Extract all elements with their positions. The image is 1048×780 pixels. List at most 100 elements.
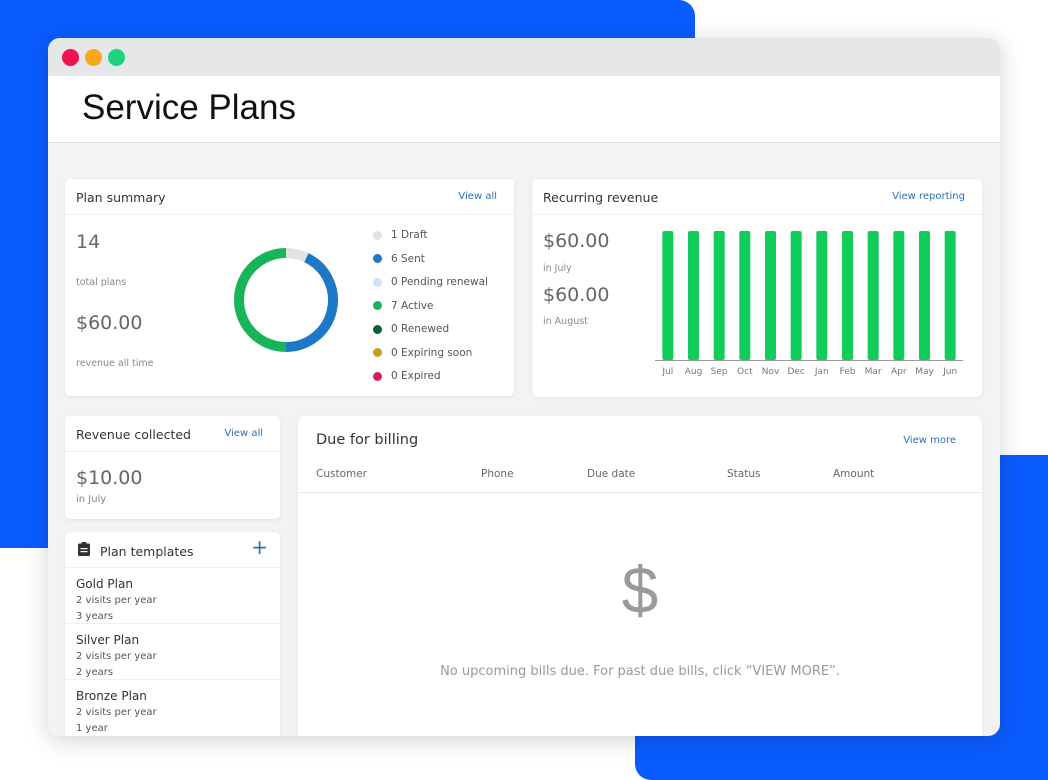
x-tick-label: Apr: [891, 367, 907, 377]
view-all-link[interactable]: View all: [458, 191, 497, 202]
bar-mar: [867, 231, 879, 360]
revenue-collected-value: $10.00: [76, 467, 143, 489]
table-header-divider: [298, 492, 982, 493]
legend-label: 0 Renewed: [391, 323, 450, 335]
legend-swatch: [373, 324, 382, 334]
bar-sep: [713, 231, 725, 360]
plan-summary-card: Plan summary View all 14 total plans $60…: [65, 179, 514, 396]
template-item-gold[interactable]: Gold Plan 2 visits per year 3 years: [65, 567, 280, 623]
x-tick-label: Jul: [661, 367, 673, 377]
legend-swatch: [373, 348, 382, 357]
template-duration: 2 years: [76, 667, 114, 678]
bar-apr: [893, 231, 905, 360]
legend-item: 7 Active: [373, 300, 434, 312]
maximize-dot[interactable]: [108, 49, 125, 66]
legend-label: 0 Pending renewal: [391, 276, 488, 288]
template-item-silver[interactable]: Silver Plan 2 visits per year 2 years: [65, 623, 280, 679]
template-visits: 2 visits per year: [76, 707, 157, 718]
empty-state-message: No upcoming bills due. For past due bill…: [440, 664, 840, 679]
close-dot[interactable]: [62, 49, 79, 66]
column-header-due-date[interactable]: Due date: [587, 468, 636, 480]
view-all-link[interactable]: View all: [224, 428, 263, 439]
revenue-august-value: $60.00: [543, 284, 610, 306]
view-more-link[interactable]: View more: [903, 435, 956, 446]
revenue-july-label: in July: [543, 263, 572, 274]
bar-oct: [739, 231, 751, 360]
template-item-bronze[interactable]: Bronze Plan 2 visits per year 1 year: [65, 679, 280, 735]
legend-item: 0 Expired: [373, 370, 441, 382]
total-plans-label: total plans: [76, 277, 127, 288]
template-name: Bronze Plan: [76, 689, 147, 703]
bar-aug: [688, 231, 699, 360]
legend-item: 0 Renewed: [373, 323, 449, 335]
revenue-all-time-value: $60.00: [76, 312, 143, 334]
title-bar: [48, 38, 1000, 76]
card-title: Recurring revenue: [543, 190, 659, 205]
template-visits: 2 visits per year: [76, 595, 157, 606]
x-tick-label: Aug: [685, 367, 703, 377]
legend-swatch: [373, 277, 382, 287]
template-duration: 1 year: [76, 723, 108, 734]
bar-jul: [662, 231, 674, 360]
legend-label: 0 Expiring soon: [391, 346, 473, 359]
x-tick-label: Feb: [840, 367, 856, 377]
x-tick-label: Mar: [865, 367, 882, 377]
x-tick-label: May: [915, 367, 934, 377]
x-tick-label: Jan: [814, 367, 829, 377]
x-tick-label: Sep: [711, 367, 728, 377]
revenue-collected-card: Revenue collected View all $10.00 in Jul…: [65, 416, 280, 519]
total-plans-value: 14: [76, 231, 101, 253]
page-header: Service Plans: [48, 76, 1000, 143]
donut-slice-sent: [285, 253, 338, 352]
add-template-button[interactable]: +: [251, 535, 268, 559]
column-header-status[interactable]: Status: [727, 468, 761, 480]
plan-templates-card: Plan templates + Gold Plan 2 visits per y…: [65, 532, 280, 736]
x-tick-label: Dec: [787, 367, 804, 377]
donut-slice-draft: [285, 248, 309, 263]
legend-item: 0 Pending renewal: [373, 276, 488, 288]
legend-item: 0 Expiring soon: [373, 347, 472, 359]
bar-dec: [790, 231, 802, 360]
x-tick-label: Nov: [762, 367, 780, 377]
bar-jun: [944, 231, 956, 360]
legend-swatch: [373, 254, 382, 263]
due-for-billing-card: Due for billing View more Customer Phone…: [298, 416, 982, 736]
revenue-all-time-label: revenue all time: [76, 358, 154, 369]
revenue-july-value: $60.00: [543, 230, 610, 252]
app-window: Service Plans Plan summary View all 14 t…: [48, 38, 1000, 736]
legend-label: 6 Sent: [391, 252, 425, 265]
column-header-amount[interactable]: Amount: [833, 468, 875, 480]
card-title: Plan templates: [100, 544, 194, 559]
donut-slice-active: [234, 248, 287, 352]
page-title: Service Plans: [82, 88, 296, 127]
dollar-icon: $: [621, 553, 659, 627]
plan-donut-chart: [234, 248, 338, 352]
legend-label: 1 Draft: [391, 229, 428, 241]
recurring-revenue-bar-chart: Jul Aug Sep Oct Nov Dec Jan Feb Mar Apr May Jun: [655, 231, 963, 377]
bar-jan: [816, 231, 828, 360]
card-title: Plan summary: [76, 190, 166, 205]
column-header-customer[interactable]: Customer: [316, 468, 368, 480]
revenue-collected-label: in July: [76, 494, 107, 505]
template-duration: 3 years: [76, 611, 114, 622]
bar-may: [919, 231, 930, 360]
column-header-phone[interactable]: Phone: [481, 468, 514, 480]
card-title: Due for billing: [316, 432, 419, 448]
bar-feb: [842, 231, 853, 360]
x-tick-label: Jun: [942, 367, 957, 377]
view-reporting-link[interactable]: View reporting: [892, 191, 965, 202]
legend-label: 0 Expired: [391, 370, 441, 382]
legend-swatch: [373, 230, 382, 240]
minimize-dot[interactable]: [85, 49, 102, 66]
legend-item: 6 Sent: [373, 253, 425, 265]
legend-swatch: [373, 371, 382, 381]
recurring-revenue-card: Recurring revenue View reporting $60.00 …: [532, 179, 982, 397]
template-name: Silver Plan: [76, 633, 140, 647]
legend-label: 7 Active: [391, 299, 434, 312]
x-tick-label: Oct: [737, 367, 753, 377]
bar-nov: [765, 231, 776, 360]
revenue-august-label: in August: [543, 316, 588, 327]
legend-swatch: [373, 301, 382, 310]
card-title: Revenue collected: [76, 427, 191, 442]
clipboard-icon: [78, 542, 90, 556]
